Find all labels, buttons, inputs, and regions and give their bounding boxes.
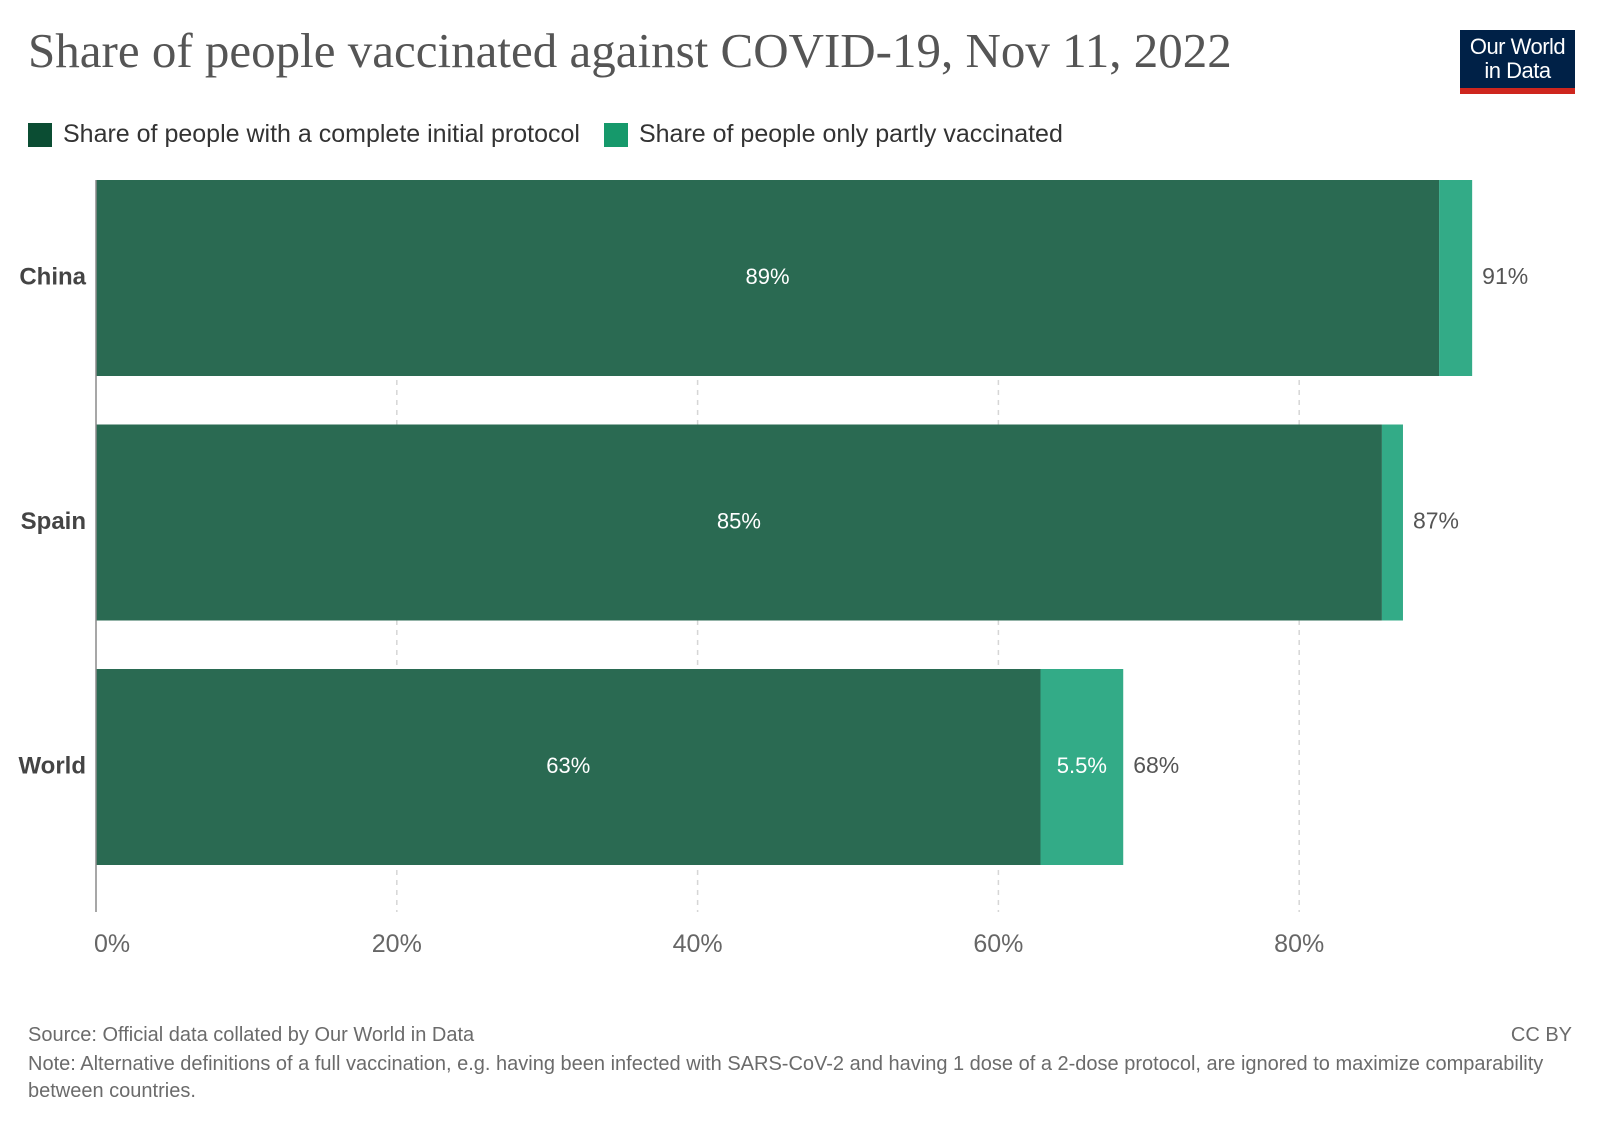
bar-complete: [96, 669, 1041, 865]
note-text: Note: Alternative definitions of a full …: [28, 1053, 1544, 1102]
data-labels: China 89% 91% Spain 85% 87% World 63% 5.5% 68%: [18, 263, 1528, 779]
category-label: Spain: [21, 508, 86, 535]
logo-text: Our World in Data: [1460, 30, 1575, 83]
bar-complete: [96, 180, 1440, 376]
bar-partly: [1040, 669, 1124, 865]
bar-total-label: 91%: [1482, 263, 1528, 289]
bars: [96, 180, 1473, 865]
bar-label-complete: 85%: [717, 508, 761, 533]
legend-label-partly: Share of people only partly vaccinated: [638, 120, 1063, 148]
license-link[interactable]: CC BY: [1510, 1024, 1572, 1046]
x-tick-label: 40%: [673, 930, 723, 958]
bar-label-complete: 89%: [746, 264, 790, 289]
logo-stripe: [1460, 88, 1575, 94]
legend-label-complete: Share of people with a complete initial …: [63, 120, 580, 148]
bar-label-complete: 63%: [546, 753, 590, 778]
legend-swatch-complete: [28, 122, 52, 147]
chart-title: Share of people vaccinated against COVID…: [28, 23, 1232, 78]
axes: 0% 20% 40% 60% 80%: [94, 180, 1324, 958]
legend-item-partly[interactable]: Share of people only partly vaccinated: [603, 120, 1063, 149]
x-tick-label: 60%: [973, 930, 1023, 958]
source-text: Source: Official data collated by Our Wo…: [28, 1024, 475, 1046]
logo-line-2: in Data: [1484, 58, 1551, 83]
category-label: World: [18, 752, 86, 779]
legend-swatch-partly: [603, 122, 628, 147]
bar-chart: China 89% 91% Spain 85% 87% World 63% 5.5% 68% 0%…: [18, 180, 1528, 958]
bar-partly: [1439, 180, 1473, 376]
x-tick-label: 80%: [1274, 930, 1324, 958]
bar-complete: [96, 424, 1382, 621]
x-tick-label: 0%: [94, 930, 130, 958]
owid-logo[interactable]: Our World in Data: [1460, 30, 1575, 94]
bar-total-label: 87%: [1413, 508, 1459, 534]
bar-partly: [1381, 424, 1403, 621]
logo-line-1: Our World: [1469, 34, 1566, 59]
legend: Share of people with a complete initial …: [28, 120, 1087, 149]
bar-total-label: 68%: [1133, 752, 1179, 778]
legend-item-complete[interactable]: Share of people with a complete initial …: [28, 120, 580, 149]
x-tick-label: 20%: [372, 930, 422, 958]
bar-label-partly: 5.5%: [1057, 753, 1107, 778]
category-label: China: [19, 263, 86, 290]
